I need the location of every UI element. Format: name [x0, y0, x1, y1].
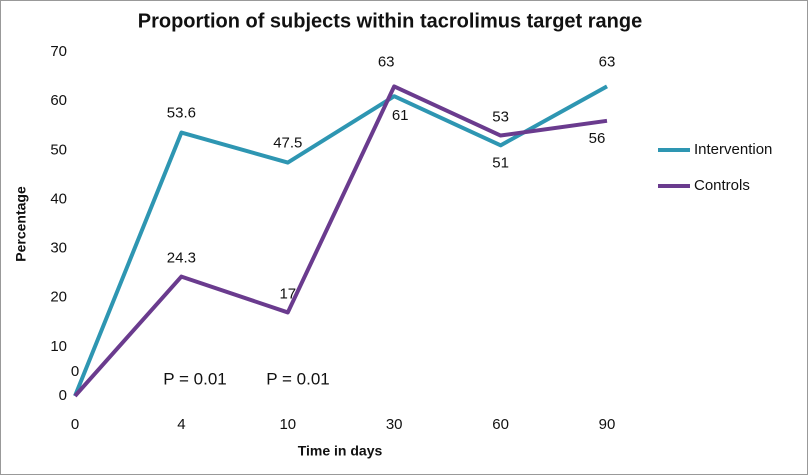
- y-tick-label: 60: [50, 92, 67, 109]
- series-line: [73, 84, 608, 398]
- y-tick-label: 30: [50, 240, 67, 257]
- y-tick-label: 70: [50, 43, 67, 60]
- series-line: [73, 84, 608, 397]
- data-label: 63: [378, 53, 395, 70]
- legend-label: Intervention: [694, 141, 772, 158]
- data-label: 47.5: [273, 135, 302, 152]
- x-tick-label: 30: [386, 416, 403, 433]
- x-tick-label: 90: [599, 416, 616, 433]
- annotation: P = 0.01: [163, 369, 227, 388]
- data-label: 63: [599, 53, 616, 70]
- y-tick-label: 20: [50, 289, 67, 306]
- x-axis-title: Time in days: [298, 443, 383, 459]
- y-tick-label: 50: [50, 141, 67, 158]
- legend-label: Controls: [694, 177, 750, 194]
- x-tick-label: 60: [492, 416, 509, 433]
- y-tick-label: 40: [50, 190, 67, 207]
- x-tick-label: 0: [71, 416, 79, 433]
- data-label: 51: [492, 154, 509, 171]
- y-tick-label: 10: [50, 338, 67, 355]
- data-label: 53: [492, 109, 509, 126]
- y-tick-label: 0: [59, 387, 67, 404]
- annotation: P = 0.01: [266, 369, 330, 388]
- data-label: 17: [279, 285, 296, 302]
- x-tick-label: 4: [177, 416, 185, 433]
- chart-title: Proportion of subjects within tacrolimus…: [138, 10, 643, 32]
- data-label: 0: [71, 363, 79, 380]
- data-label: 53.6: [167, 105, 196, 122]
- data-label: 56: [589, 130, 606, 147]
- data-label: 61: [392, 107, 409, 124]
- data-label: 24.3: [167, 250, 196, 267]
- x-tick-label: 10: [279, 416, 296, 433]
- y-axis-title: Percentage: [13, 186, 29, 262]
